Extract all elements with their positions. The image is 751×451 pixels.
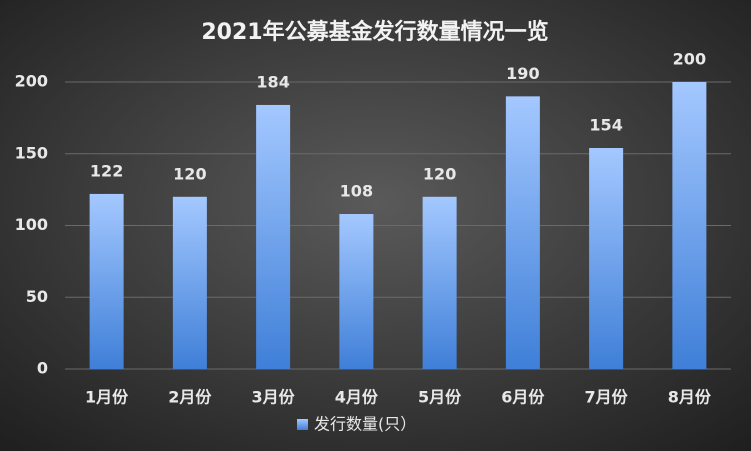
bar <box>339 214 374 369</box>
data-label: 122 <box>90 161 123 180</box>
data-label: 184 <box>256 72 289 91</box>
bar <box>505 96 540 369</box>
bar <box>589 148 624 369</box>
bar <box>422 196 457 369</box>
x-tick-label: 7月份 <box>585 388 629 407</box>
y-tick-label: 100 <box>15 215 48 234</box>
data-label: 200 <box>673 50 706 69</box>
data-label: 154 <box>589 116 622 135</box>
data-label: 108 <box>340 182 373 201</box>
legend-label: 发行数量(只） <box>314 415 416 434</box>
x-tick-label: 4月份 <box>335 388 379 407</box>
bar <box>89 193 124 369</box>
y-tick-label: 0 <box>37 359 48 378</box>
bar <box>172 196 207 369</box>
data-label: 120 <box>173 164 206 183</box>
bar <box>672 82 707 369</box>
data-label: 190 <box>506 64 539 83</box>
y-tick-label: 150 <box>15 143 48 162</box>
x-tick-label: 5月份 <box>418 388 462 407</box>
y-tick-label: 50 <box>26 287 48 306</box>
x-tick-label: 6月份 <box>501 388 545 407</box>
x-tick-label: 1月份 <box>85 388 129 407</box>
chart-title: 2021年公募基金发行数量情况一览 <box>201 19 548 45</box>
x-tick-label: 3月份 <box>252 388 296 407</box>
data-label: 120 <box>423 164 456 183</box>
legend-swatch <box>297 419 308 430</box>
bar <box>256 104 291 370</box>
y-tick-label: 200 <box>15 72 48 91</box>
x-tick-label: 2月份 <box>168 388 212 407</box>
x-tick-label: 8月份 <box>668 388 712 407</box>
